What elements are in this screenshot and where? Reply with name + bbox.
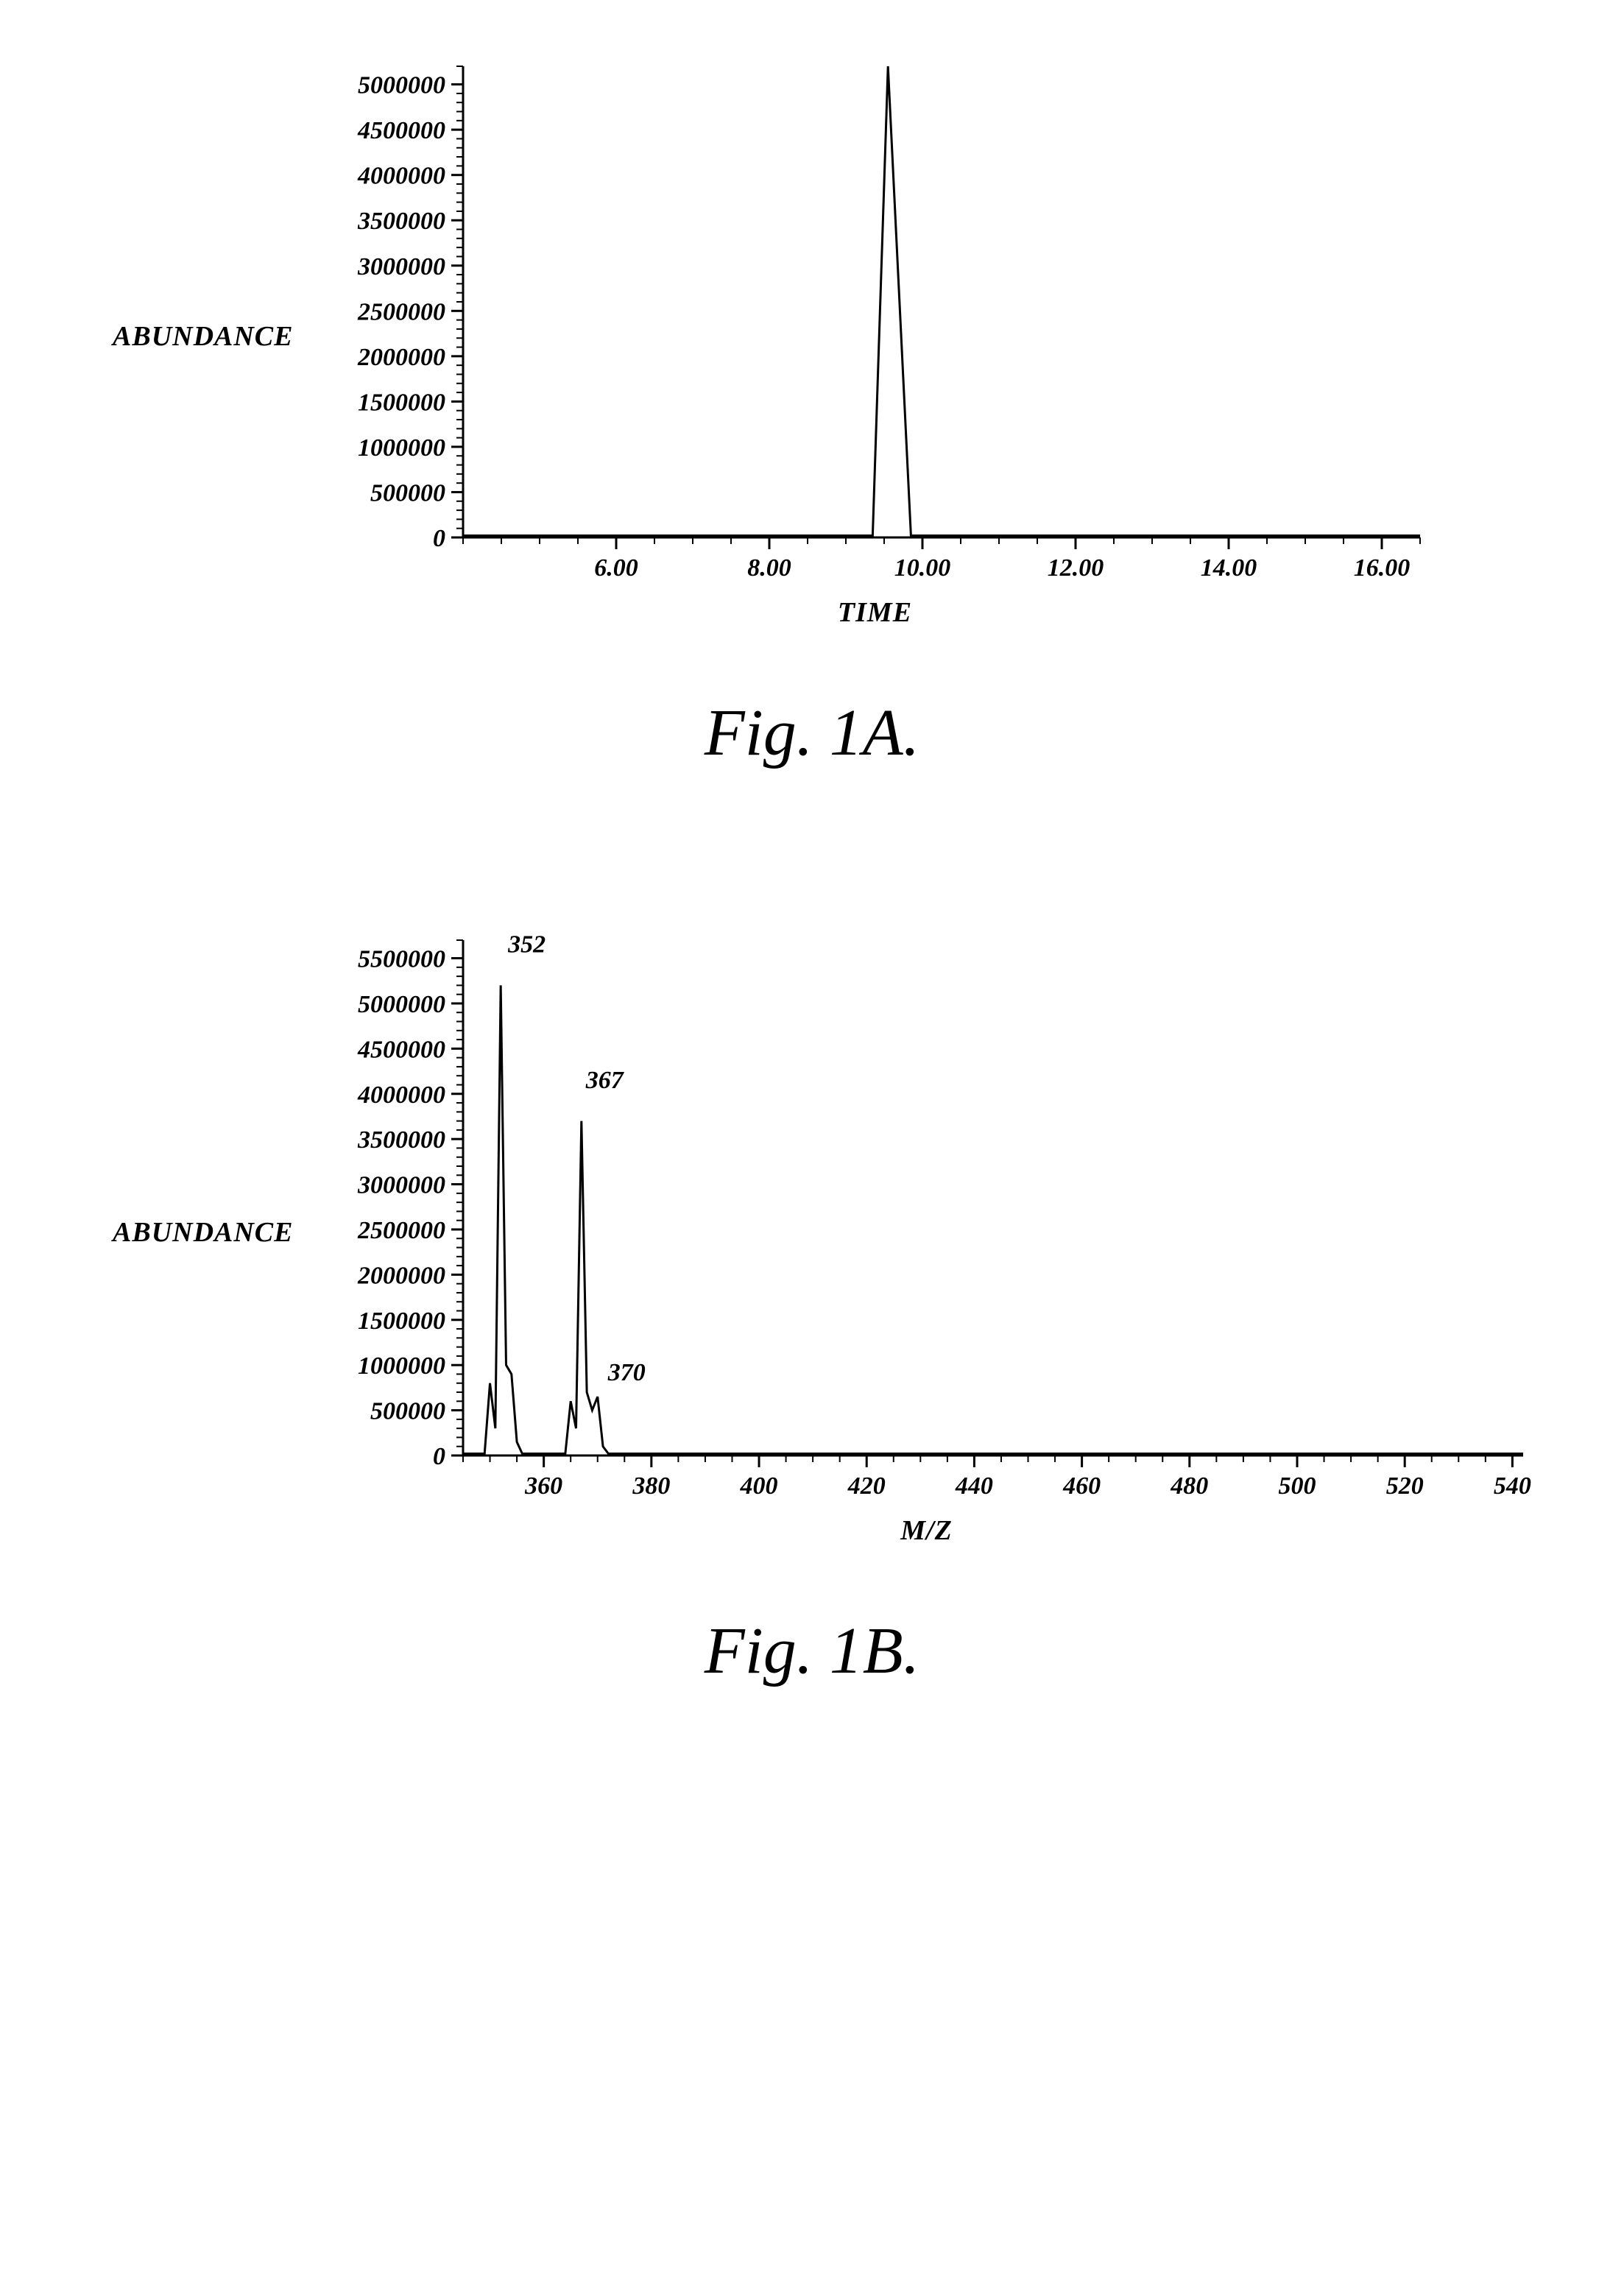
svg-text:1000000: 1000000 [358, 434, 445, 462]
svg-text:2500000: 2500000 [357, 298, 445, 325]
svg-text:5000000: 5000000 [358, 72, 445, 99]
svg-text:400: 400 [739, 1472, 777, 1500]
figure-caption-a: Fig. 1A. [113, 695, 1511, 771]
svg-text:1500000: 1500000 [358, 389, 445, 416]
svg-text:1500000: 1500000 [358, 1308, 445, 1335]
x-axis-title-b: M/Z [316, 1514, 1538, 1547]
figure-1b: ABUNDANCE 0 500000 1000000 1500000 2000000 25… [113, 918, 1511, 1689]
svg-text:360: 360 [524, 1472, 562, 1500]
svg-text:500000: 500000 [370, 1398, 445, 1425]
svg-text:4500000: 4500000 [357, 117, 445, 144]
svg-text:440: 440 [954, 1472, 992, 1500]
svg-text:2500000: 2500000 [357, 1217, 445, 1244]
svg-text:3000000: 3000000 [357, 253, 445, 280]
svg-text:0: 0 [433, 1443, 445, 1470]
y-axis-title-a: ABUNDANCE [113, 320, 294, 353]
svg-text:500: 500 [1278, 1472, 1316, 1500]
figure-caption-b: Fig. 1B. [113, 1613, 1511, 1689]
chart-b-svg: 0 500000 1000000 1500000 2000000 2500000 30000… [316, 918, 1538, 1507]
y-axis-title-b: ABUNDANCE [113, 1216, 294, 1249]
svg-text:3500000: 3500000 [357, 1126, 445, 1154]
chart-b-area: 0 500000 1000000 1500000 2000000 2500000 30000… [316, 918, 1538, 1547]
svg-text:14.00: 14.00 [1200, 554, 1257, 582]
svg-text:520: 520 [1385, 1472, 1423, 1500]
svg-text:8.00: 8.00 [747, 554, 791, 582]
svg-text:3000000: 3000000 [357, 1172, 445, 1199]
svg-text:352: 352 [507, 931, 546, 959]
svg-text:480: 480 [1170, 1472, 1208, 1500]
svg-text:380: 380 [632, 1472, 670, 1500]
svg-text:4000000: 4000000 [357, 163, 445, 190]
svg-text:370: 370 [607, 1359, 645, 1386]
x-axis-title-a: TIME [316, 596, 1435, 629]
svg-text:367: 367 [585, 1067, 624, 1094]
chart-a-area: 0 500000 1000000 1500000 2000000 2500000 30000… [316, 44, 1435, 629]
svg-text:3500000: 3500000 [357, 208, 445, 235]
svg-text:0: 0 [433, 525, 445, 552]
figure-1a: ABUNDANCE 0 500000 1000000 1500000 2000000 25… [113, 44, 1511, 771]
chart-a-svg: 0 500000 1000000 1500000 2000000 2500000 30000… [316, 44, 1435, 589]
svg-text:4500000: 4500000 [357, 1036, 445, 1063]
svg-text:4000000: 4000000 [357, 1081, 445, 1109]
svg-text:2000000: 2000000 [357, 344, 445, 371]
svg-text:5500000: 5500000 [358, 946, 445, 973]
svg-text:540: 540 [1493, 1472, 1531, 1500]
svg-text:12.00: 12.00 [1047, 554, 1104, 582]
svg-text:10.00: 10.00 [894, 554, 950, 582]
svg-text:500000: 500000 [370, 479, 445, 507]
svg-text:460: 460 [1062, 1472, 1101, 1500]
svg-text:2000000: 2000000 [357, 1262, 445, 1289]
svg-text:6.00: 6.00 [594, 554, 638, 582]
svg-text:5000000: 5000000 [358, 991, 445, 1018]
svg-text:16.00: 16.00 [1353, 554, 1410, 582]
svg-text:1000000: 1000000 [358, 1352, 445, 1380]
svg-text:420: 420 [847, 1472, 885, 1500]
